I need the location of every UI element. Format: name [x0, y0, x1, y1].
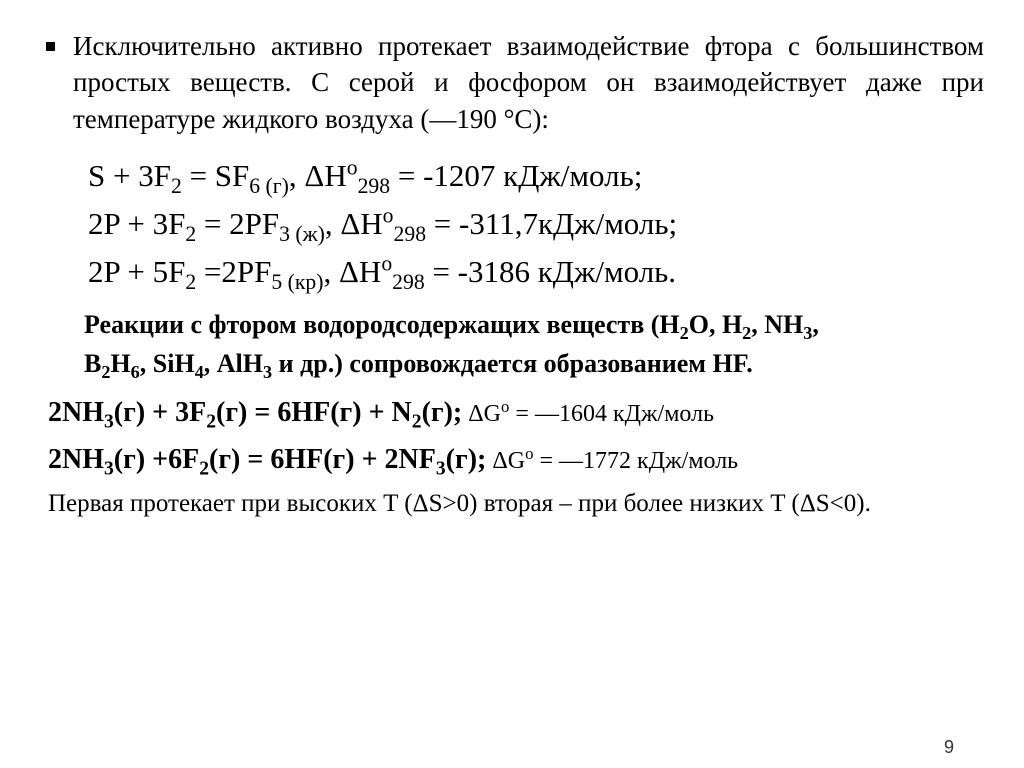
eq3-sub1: 2: [185, 270, 196, 294]
eq4-s3: 2: [412, 412, 422, 433]
eq3-sub3: 298: [392, 270, 425, 294]
eq2-eq: = 2PF: [196, 206, 279, 241]
intro-text: Исключительно активно протекает взаимоде…: [73, 28, 984, 137]
eq5-s3: 3: [436, 459, 446, 480]
eq1-sup: о: [347, 156, 358, 180]
mid2-d: , АlН: [204, 349, 263, 378]
eq4-d: (г);: [422, 397, 463, 428]
mid1-d: ,: [812, 310, 819, 339]
eq2-sep: , ΔН: [325, 206, 383, 241]
eq1-sub2: 6 (г): [249, 175, 289, 199]
eq2-sub1: 2: [185, 222, 196, 246]
eq5-b: (г) +6F: [114, 444, 199, 475]
eq3-lhs: 2P + 5F: [88, 254, 185, 289]
mid2-a: В: [84, 349, 101, 378]
mid2-s4: 3: [263, 362, 272, 382]
tail-text: Первая протекает при высоких T (ΔS>0) вт…: [48, 487, 984, 521]
eq5-a: 2NH: [48, 444, 104, 475]
equation-3: 2P + 5F2 =2PF5 (кр), ΔНо298 = -3186 кДж/…: [88, 251, 984, 293]
eq5-c: (г) = 6HF(г) + 2NF: [209, 444, 436, 475]
eq4-c: (г) = 6HF(г) + N: [216, 397, 412, 428]
mid2-b: Н: [110, 349, 130, 378]
eq1-sub3: 298: [358, 175, 391, 199]
eq4-b: (г) + 3F: [114, 397, 206, 428]
eq3-eq: =2PF: [196, 254, 271, 289]
mid2-s3: 4: [195, 362, 204, 382]
eq1-sub1: 2: [171, 175, 182, 199]
eq2-sub2: 3 (ж): [279, 222, 325, 246]
mid1-c: , NH: [751, 310, 803, 339]
equation-5: 2NH3(г) +6F2(г) = 6HF(г) + 2NF3(г); ΔGо …: [48, 440, 984, 479]
eq4-dg: ΔG: [462, 401, 501, 427]
eq5-s2: 2: [199, 459, 209, 480]
mid1-s2: 2: [742, 323, 751, 343]
mid2-s2: 6: [131, 362, 140, 382]
mid-text-line2: В2Н6, SiH4, АlН3 и др.) сопровождается о…: [84, 346, 984, 381]
mid-text-line1: Реакции с фтором водородсодержащих вещес…: [84, 307, 984, 342]
mid1-a: Реакции с фтором водородсодержащих вещес…: [84, 310, 680, 339]
mid2-c: , SiH: [140, 349, 195, 378]
eq5-dg: ΔG: [486, 448, 525, 474]
slide: Исключительно активно протекает взаимоде…: [0, 0, 1024, 768]
eq1-lhs: S + 3F: [88, 158, 171, 193]
equation-1: S + 3F2 = SF6 (г), ΔНо298 = -1207 кДж/мо…: [88, 155, 984, 197]
eq3-sup: о: [381, 252, 392, 276]
eq3-rhs: = -3186 кДж/моль.: [425, 254, 676, 289]
eq1-sep: , ΔН: [289, 158, 347, 193]
mid1-s3: 3: [803, 323, 812, 343]
eq2-rhs: = -311,7кДж/моль;: [426, 206, 677, 241]
eq2-lhs: 2P + 3F: [88, 206, 185, 241]
eq5-d: (г);: [446, 444, 487, 475]
eq3-sep: , ΔН: [323, 254, 381, 289]
eq3-sub2: 5 (кр): [271, 270, 323, 294]
eq4-s2: 2: [206, 412, 216, 433]
mid2-e: и др.) сопровождается образованием HF.: [272, 349, 753, 378]
eq4-rhs: = —1604 кДж/моль: [509, 401, 714, 427]
eq4-a: 2NH: [48, 397, 104, 428]
eq5-sup: о: [525, 444, 533, 463]
eq2-sub3: 298: [394, 222, 427, 246]
eq2-sup: о: [383, 204, 394, 228]
page-number: 9: [944, 737, 954, 758]
equation-4: 2NH3(г) + 3F2(г) = 6HF(г) + N2(г); ΔGо =…: [48, 393, 984, 432]
eq5-rhs: = —1772 кДж/моль: [534, 448, 739, 474]
bullet-icon: [46, 42, 55, 51]
eq1-rhs: = -1207 кДж/моль;: [390, 158, 642, 193]
eq4-s1: 3: [104, 412, 114, 433]
bullet-paragraph: Исключительно активно протекает взаимоде…: [40, 28, 984, 137]
eq1-eq: = SF: [182, 158, 249, 193]
mid1-b: О, Н: [689, 310, 742, 339]
mid1-s1: 2: [680, 323, 689, 343]
equation-2: 2P + 3F2 = 2PF3 (ж), ΔНо298 = -311,7кДж/…: [88, 203, 984, 245]
eq5-s1: 3: [104, 459, 114, 480]
